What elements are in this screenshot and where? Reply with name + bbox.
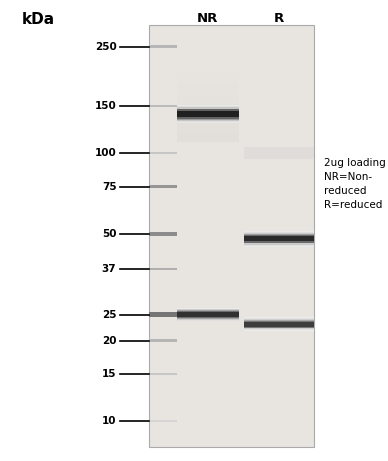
Bar [244,317,314,331]
Bar [177,114,239,118]
Bar [177,76,239,79]
Bar [177,107,239,121]
Bar [149,232,177,236]
Bar [177,307,239,321]
Bar [177,312,239,317]
Text: 150: 150 [95,101,116,111]
Bar [149,185,177,188]
Text: 100: 100 [95,148,116,158]
Bar [244,233,314,244]
Bar [177,107,239,111]
Bar [177,87,239,90]
Bar [244,322,314,326]
Bar [177,132,239,135]
Bar [149,105,177,107]
Text: NR: NR [197,12,218,24]
Bar [244,234,314,243]
Bar [149,45,177,48]
Bar [177,309,239,319]
Bar [177,128,239,132]
Bar [177,125,239,128]
Bar [149,25,314,447]
Bar [177,311,239,318]
Bar [177,104,239,107]
Text: 250: 250 [95,41,116,52]
Bar [177,310,239,319]
Text: 75: 75 [102,182,116,192]
Bar [244,235,314,242]
Text: 20: 20 [102,336,116,346]
Bar [244,321,314,328]
Bar [177,105,239,123]
Bar [177,312,239,317]
Bar [177,108,239,119]
Bar [177,83,239,87]
Bar [177,106,239,122]
Bar [177,109,239,118]
Bar [244,318,314,330]
Bar [177,79,239,83]
Text: 10: 10 [102,416,116,426]
Bar [177,97,239,100]
Text: R: R [274,12,284,24]
Bar [177,139,239,142]
Bar [149,313,177,317]
Bar [149,152,177,154]
Bar [177,100,239,104]
Bar [244,147,314,159]
Text: 2ug loading
NR=Non-
reduced
R=reduced: 2ug loading NR=Non- reduced R=reduced [324,159,386,210]
Bar [149,373,177,375]
Text: 37: 37 [102,264,116,274]
Bar [177,111,239,117]
Bar [244,320,314,328]
Bar [177,308,239,320]
Bar [149,339,177,342]
Bar [149,267,177,270]
Bar [177,72,239,76]
Bar [244,230,314,247]
Bar [244,236,314,242]
Bar [177,111,239,114]
Bar [244,236,314,242]
Bar [177,135,239,139]
Text: 15: 15 [102,369,116,379]
Text: kDa: kDa [22,12,55,27]
Bar [244,319,314,329]
Bar [177,118,239,121]
Bar [177,111,239,117]
Bar [177,94,239,97]
Bar [177,121,239,125]
Text: 25: 25 [102,309,116,319]
Bar [149,420,177,422]
Text: 50: 50 [102,229,116,239]
Bar [177,90,239,94]
Bar [244,322,314,326]
Bar [244,232,314,246]
